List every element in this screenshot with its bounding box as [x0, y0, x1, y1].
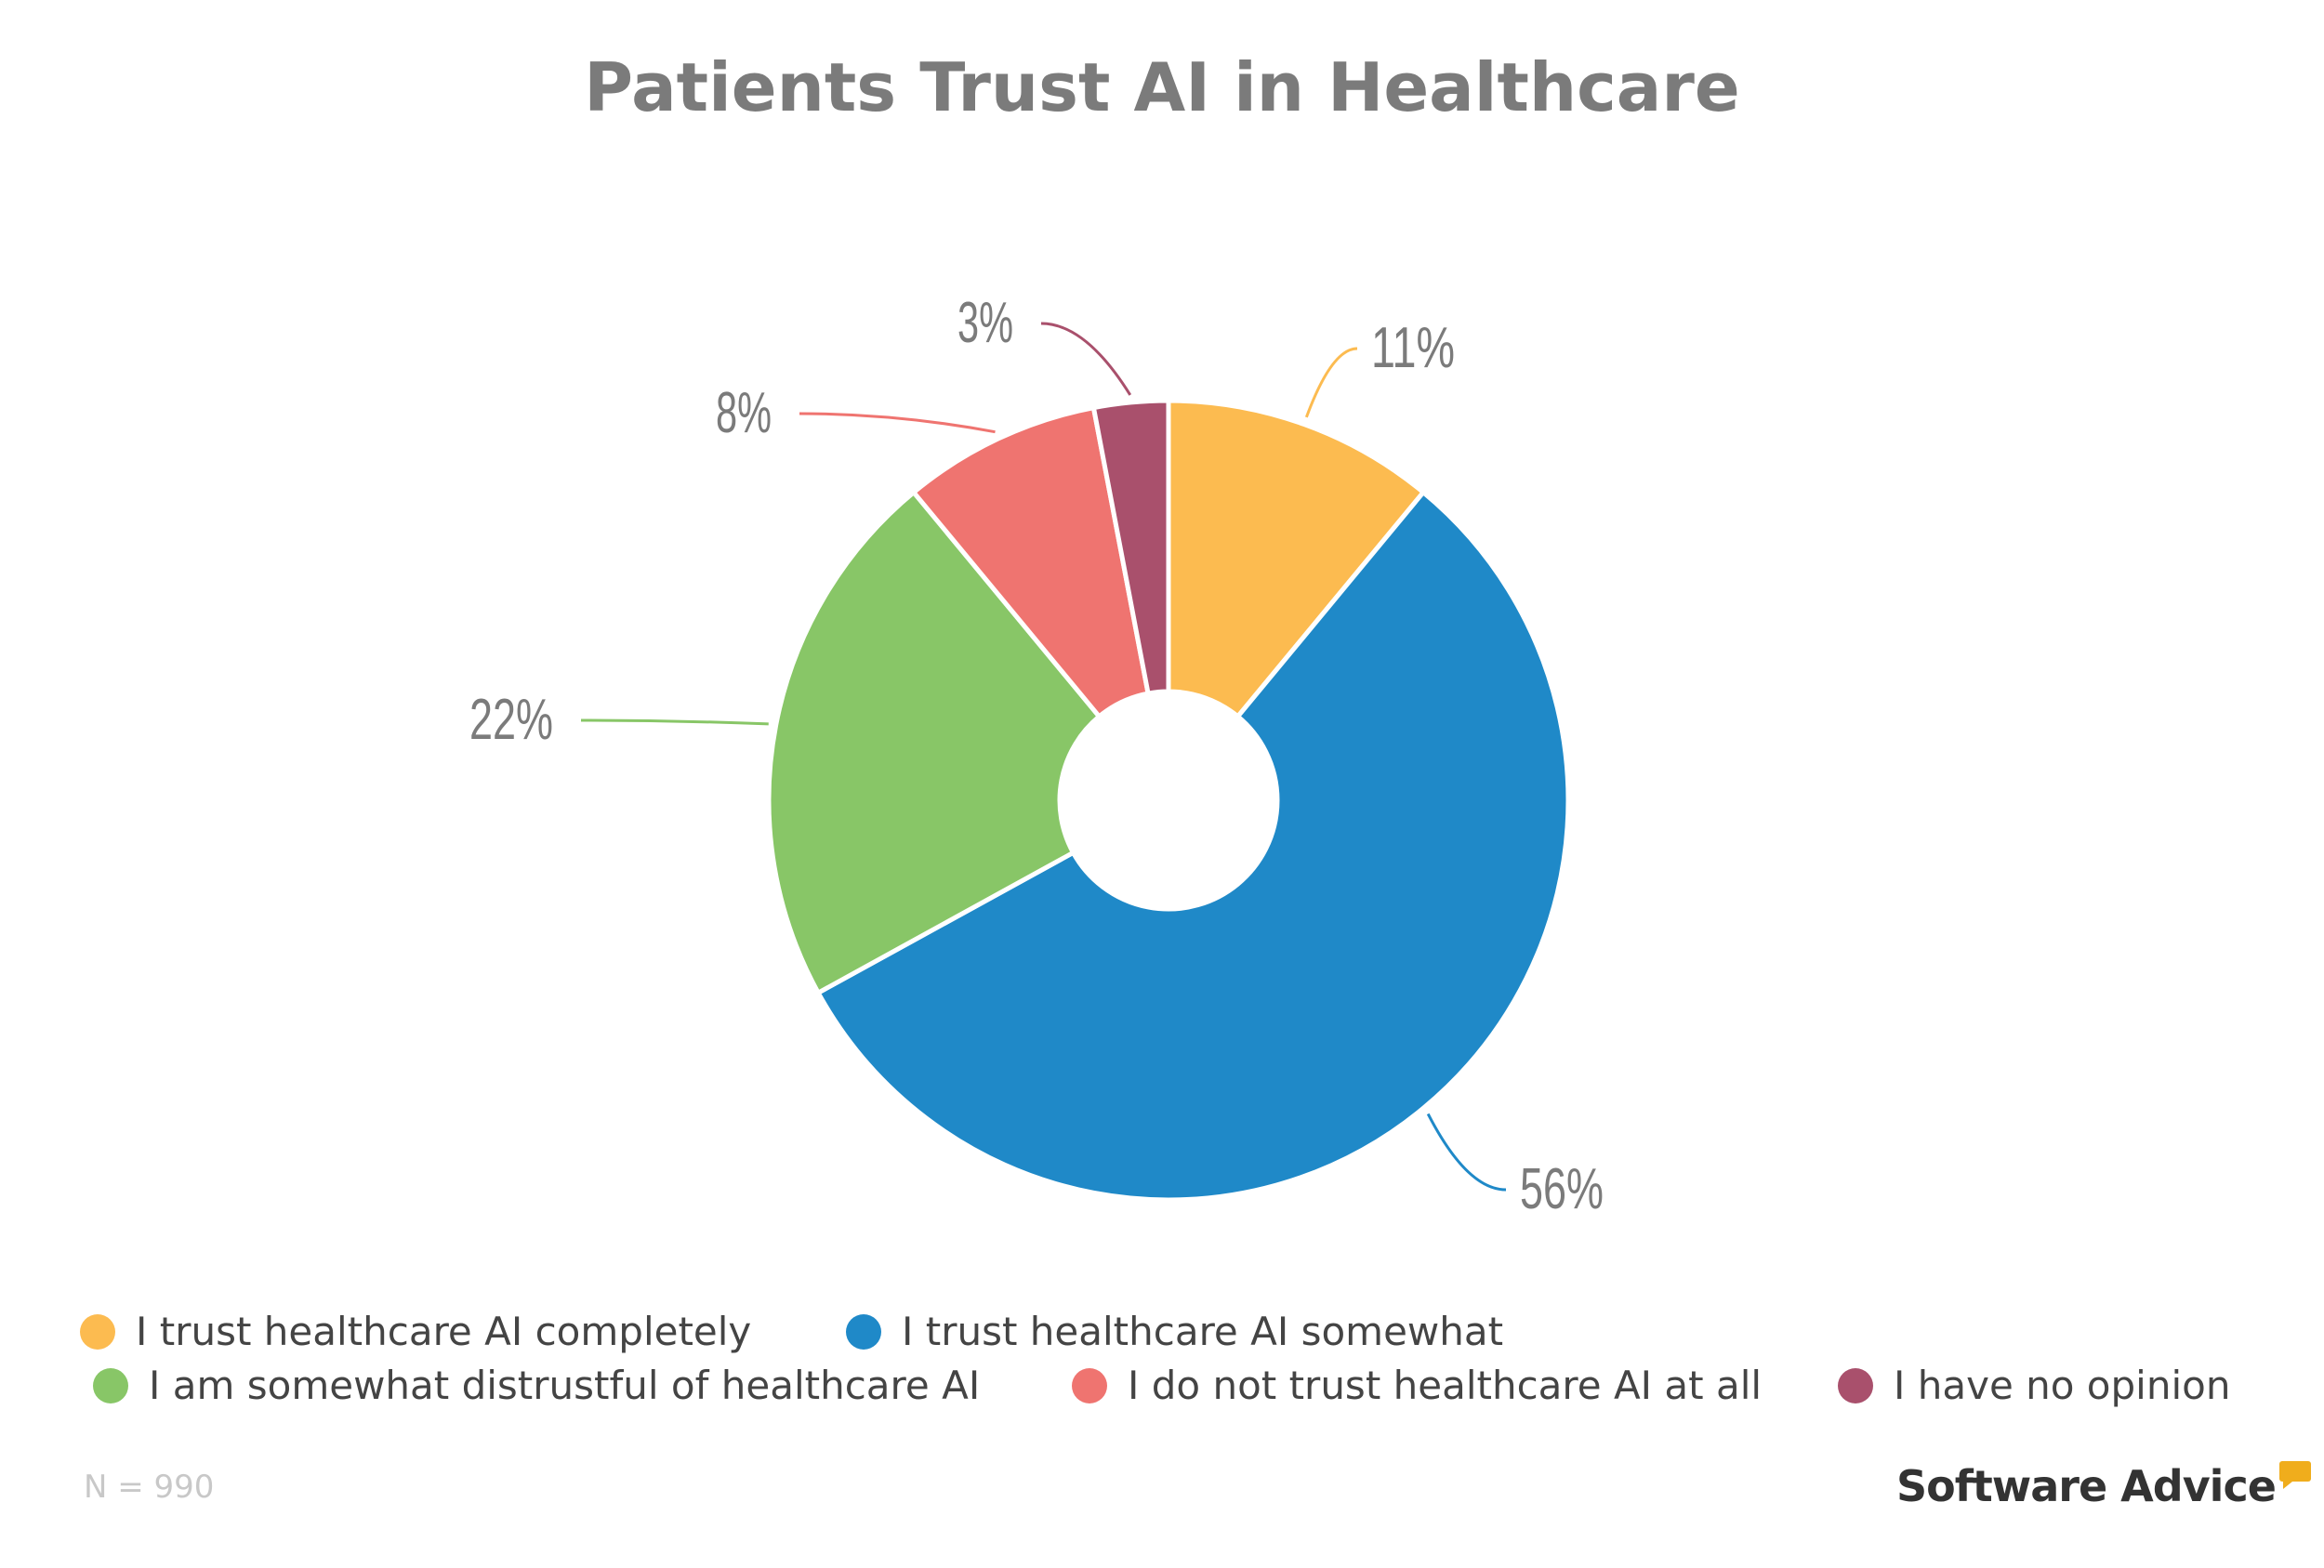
data-label: 11%	[1371, 316, 1455, 380]
sample-size-note: N = 990	[84, 1469, 215, 1506]
leader-line	[799, 412, 996, 434]
data-label: 8%	[716, 381, 772, 445]
leader-line	[580, 718, 769, 726]
donut-slice	[910, 404, 1152, 720]
software-advice-logo: Software Advice	[1896, 1461, 2311, 1511]
legend-item: I have no opinion	[1838, 1363, 2230, 1408]
donut-slice	[1090, 398, 1171, 696]
legend-label: I do not trust healthcare AI at all	[1128, 1363, 1763, 1408]
data-label: 3%	[957, 291, 1013, 355]
legend-item: I trust healthcare AI somewhat	[846, 1309, 1503, 1354]
donut-slice	[1166, 398, 1427, 720]
legend-item: I trust healthcare AI completely	[80, 1309, 751, 1354]
speech-bubble-icon	[2278, 1461, 2311, 1489]
chart-title: Patients Trust AI in Healthcare	[584, 48, 1740, 126]
donut-slice	[814, 489, 1571, 1203]
legend-swatch	[1072, 1367, 1107, 1403]
leader-line	[1040, 322, 1132, 396]
legend-swatch	[80, 1313, 115, 1350]
donut-chart: 11% 56% 22% 8% 3%	[469, 291, 1604, 1221]
logo-text: Software Advice	[1896, 1461, 2277, 1511]
legend-swatch	[1838, 1367, 1873, 1403]
leader-line	[1426, 1113, 1507, 1192]
legend-label: I trust healthcare AI somewhat	[902, 1309, 1504, 1354]
legend-label: I am somewhat distrustful of healthcare …	[149, 1363, 981, 1408]
data-label: 56%	[1520, 1157, 1604, 1221]
legend-label: I have no opinion	[1894, 1363, 2231, 1408]
legend-item: I am somewhat distrustful of healthcare …	[93, 1363, 980, 1408]
legend-label: I trust healthcare AI completely	[136, 1309, 752, 1354]
legend-swatch	[93, 1367, 128, 1403]
legend-swatch	[846, 1313, 881, 1350]
data-label: 22%	[469, 688, 553, 752]
legend-item: I do not trust healthcare AI at all	[1072, 1363, 1762, 1408]
leader-line	[1304, 347, 1358, 418]
